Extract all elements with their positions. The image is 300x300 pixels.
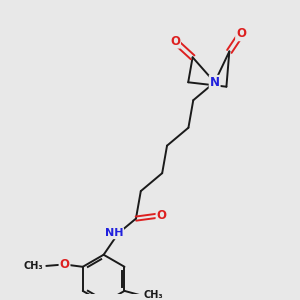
Text: O: O [59, 258, 70, 271]
Text: CH₃: CH₃ [144, 290, 163, 300]
Text: N: N [210, 76, 220, 89]
Text: CH₃: CH₃ [23, 261, 43, 271]
Text: NH: NH [105, 228, 123, 238]
Text: O: O [157, 209, 166, 222]
Text: O: O [170, 34, 180, 48]
Text: O: O [236, 27, 246, 40]
